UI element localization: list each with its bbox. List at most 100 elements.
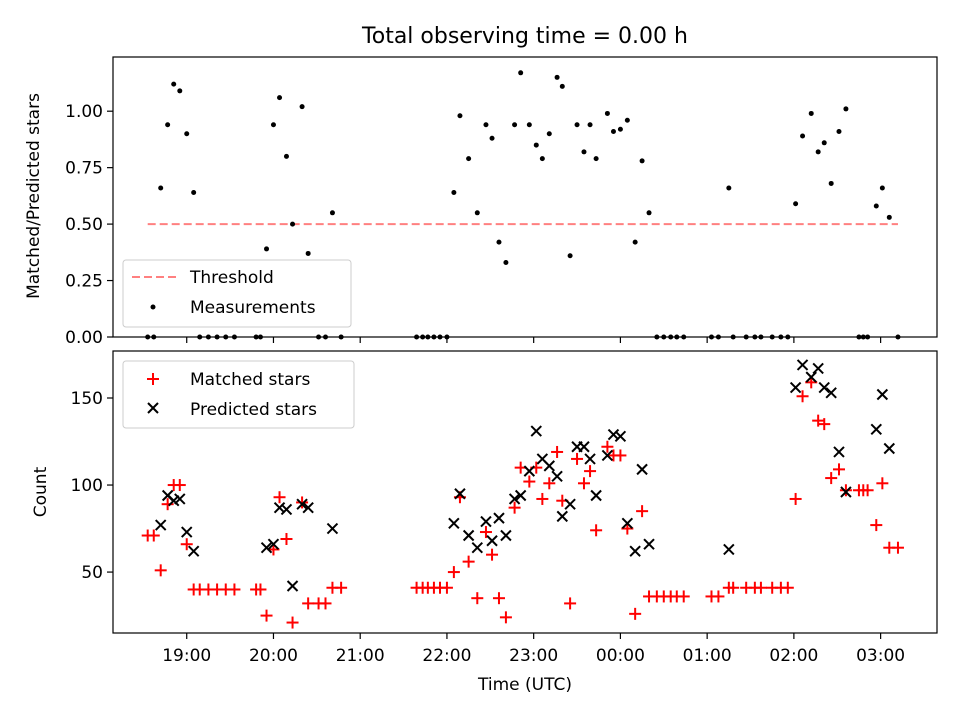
measurement-point: [646, 210, 652, 216]
predicted-star-point: [480, 515, 492, 528]
measurement-point: [483, 122, 489, 128]
measurement-point: [184, 131, 190, 137]
measurement-point: [593, 156, 599, 162]
matched-star-point: [471, 592, 484, 605]
measurement-point: [808, 110, 814, 116]
y-tick-label: 0.75: [65, 159, 103, 179]
y-tick-label: 0.00: [65, 328, 103, 348]
x-tick-label: 23:00: [509, 646, 558, 666]
x-tick-label: 21:00: [336, 646, 385, 666]
measurement-point: [539, 156, 545, 162]
predicted-star-point: [621, 517, 634, 530]
matched-star-point: [861, 484, 874, 497]
measurement-point: [726, 185, 732, 191]
predicted-star-point: [543, 460, 555, 472]
measurement-point: [879, 185, 885, 191]
y-tick-label: 0.50: [65, 215, 103, 235]
predicted-star-point: [523, 465, 536, 477]
matched-star-point: [280, 533, 293, 545]
measurement-point: [264, 246, 270, 252]
matched-star-point: [447, 566, 460, 579]
matched-star-point: [147, 529, 160, 542]
predicted-star-point: [493, 512, 505, 524]
predicted-star-point: [643, 538, 655, 550]
predicted-star-point: [448, 517, 460, 530]
matched-star-point: [870, 519, 883, 532]
predicted-star-point: [326, 522, 339, 535]
predicted-star-point: [590, 489, 602, 502]
x-tick-label: 22:00: [422, 646, 471, 666]
predicted-star-point: [840, 486, 852, 498]
matched-star-point: [260, 609, 273, 622]
top-y-axis-label: Matched/Predicted stars: [24, 93, 44, 299]
matched-star-point: [601, 440, 614, 453]
predicted-star-point: [805, 371, 817, 383]
top-x-ticks: [186, 337, 882, 343]
predicted-star-point: [187, 545, 200, 557]
legend-measurements-label: Measurements: [190, 298, 316, 318]
measurement-point: [886, 214, 892, 220]
measurement-point: [610, 129, 616, 135]
matched-star-point: [486, 548, 499, 561]
measurement-point: [177, 88, 183, 94]
measurement-point: [836, 129, 842, 135]
predicted-star-point: [260, 541, 273, 554]
matched-star-point: [825, 472, 838, 485]
matched-star-point: [479, 526, 492, 539]
predicted-star-point: [508, 493, 521, 505]
matched-star-point: [180, 538, 193, 551]
top-y-ticks: 0.00 0.25 0.50 0.75 1.00: [65, 102, 113, 348]
matched-star-point: [536, 492, 549, 505]
predicted-star-point: [296, 498, 308, 510]
matched-star-point: [832, 463, 845, 476]
matched-star-point: [286, 616, 299, 629]
measurement-point: [526, 122, 532, 128]
predicted-star-point: [607, 428, 620, 441]
legend-predicted-label: Predicted stars: [190, 400, 317, 420]
predicted-star-point: [486, 535, 498, 547]
measurement-point: [474, 210, 480, 216]
measurement-point: [843, 106, 849, 112]
measurement-point: [554, 74, 560, 80]
legend-matched-label: Matched stars: [190, 370, 310, 390]
matched-star-point: [564, 597, 577, 610]
matched-star-point: [440, 581, 453, 594]
legend-threshold-label: Threshold: [189, 268, 274, 288]
predicted-star-point: [636, 463, 648, 476]
matched-star-point: [462, 555, 475, 568]
y-tick-label: 0.25: [65, 272, 103, 292]
x-tick-label: 19:00: [162, 646, 211, 666]
predicted-star-point: [584, 453, 596, 465]
measurement-point: [191, 189, 197, 195]
matched-star-point: [614, 449, 627, 462]
predicted-star-point: [614, 430, 627, 443]
y-tick-label: 150: [71, 389, 103, 409]
matched-star-point: [577, 477, 590, 490]
predicted-star-point: [514, 489, 527, 502]
predicted-star-point: [883, 442, 896, 455]
matched-star-point: [273, 491, 286, 504]
measurement-point: [604, 110, 610, 116]
x-axis-label: Time (UTC): [477, 675, 572, 695]
matched-star-point: [818, 418, 831, 431]
matched-star-point: [319, 597, 332, 610]
predicted-star-point: [564, 498, 576, 510]
measurement-point: [290, 221, 296, 227]
bottom-plot-area: [141, 359, 904, 629]
measurement-point: [518, 70, 524, 76]
x-tick-label: 02:00: [769, 646, 818, 666]
predicted-star-point: [551, 470, 563, 483]
measurement-point: [815, 149, 821, 155]
x-tick-label: 00:00: [596, 646, 645, 666]
y-tick-label: 100: [71, 476, 103, 496]
predicted-star-point: [723, 543, 735, 556]
matched-star-point: [584, 465, 597, 478]
matched-star-point: [173, 479, 186, 492]
legend-measurements-swatch: [150, 304, 156, 310]
predicted-star-point: [273, 501, 286, 514]
top-legend: Threshold Measurements: [122, 259, 352, 328]
predicted-star-point: [629, 545, 641, 557]
bottom-axes-frame: [112, 350, 938, 634]
bottom-legend-box: [122, 360, 355, 429]
matched-star-point: [492, 592, 505, 605]
